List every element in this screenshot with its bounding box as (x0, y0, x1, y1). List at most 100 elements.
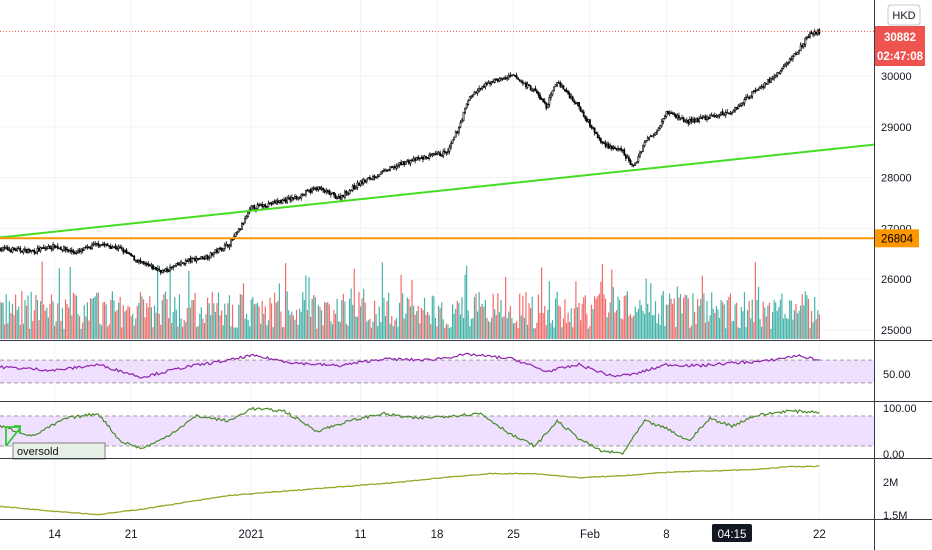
candle-body (83, 247, 86, 251)
candle-body (317, 186, 320, 191)
candle-body (749, 95, 752, 98)
candle-body (125, 249, 128, 254)
time-axis-label: 22 (813, 529, 826, 541)
candle-body (284, 199, 287, 203)
candle-body (422, 156, 424, 160)
last-price-value: 30882 (884, 32, 916, 44)
candle-body (809, 32, 811, 38)
candle-body (150, 264, 153, 267)
candle-body (283, 199, 285, 202)
candle-body (404, 161, 407, 165)
trend-line[interactable] (0, 143, 875, 239)
candle-body (801, 45, 804, 48)
candle-body (292, 197, 295, 200)
rsi-axis-tick: 50.00 (883, 369, 911, 381)
candle-body (468, 96, 471, 101)
candle-body (102, 243, 104, 246)
candle-body (793, 53, 796, 57)
candle-body (748, 97, 751, 99)
candle-body (743, 99, 746, 104)
candle-body (681, 117, 683, 120)
candle-body (259, 203, 262, 206)
candle-body (784, 63, 786, 67)
time-axis-label: 8 (663, 529, 669, 541)
candle-body (632, 164, 635, 167)
candle-body (108, 245, 111, 248)
candle-body (351, 185, 354, 191)
candle-body (203, 258, 206, 260)
candle-body (790, 58, 793, 60)
candle-body (170, 266, 173, 269)
candle-body (679, 118, 682, 120)
candle-body (727, 112, 730, 115)
candle-body (120, 247, 123, 250)
candle-body (103, 243, 106, 246)
candle-body (153, 266, 156, 269)
candle-body (692, 118, 694, 123)
candle-body (609, 145, 612, 149)
candle-body (707, 116, 710, 120)
time-axis-label: 04:15 (718, 529, 747, 541)
stoch-line (0, 406, 820, 456)
candle-body (84, 246, 87, 249)
candle-body (340, 195, 343, 200)
obv-axis-tick: 2M (883, 477, 898, 489)
candle-body (52, 244, 54, 250)
obv-axis: 2M 1.5M (883, 477, 907, 522)
currency-badge[interactable] (887, 4, 921, 26)
candle-body (668, 112, 671, 115)
candle-body (220, 247, 223, 251)
candle-body (741, 102, 744, 105)
candle-body (16, 248, 19, 251)
candle-body (347, 193, 349, 195)
candle-body (156, 268, 159, 271)
candle-body (353, 184, 356, 190)
candle-body (798, 49, 800, 53)
candle-body (155, 266, 157, 270)
candle-body (356, 182, 359, 188)
candle-body (582, 111, 585, 117)
candle-body (740, 102, 743, 106)
candle-body (234, 232, 237, 237)
candle-body (690, 118, 693, 122)
candle-body (331, 192, 334, 195)
candle-body (476, 90, 479, 94)
time-axis-label: 18 (431, 529, 444, 541)
candle-body (269, 202, 271, 205)
candle-body (718, 114, 721, 117)
candle-body (133, 256, 136, 261)
candle-body (436, 153, 438, 155)
candle-body (746, 96, 749, 99)
candle-body (765, 83, 768, 85)
candle-body (721, 111, 724, 116)
candle-body (495, 78, 498, 81)
candle-body (295, 196, 298, 199)
candle-body (556, 81, 559, 86)
candle-body (47, 246, 50, 249)
candle-body (813, 31, 816, 35)
candle-body (95, 242, 98, 245)
candle-body (606, 143, 609, 147)
candle-body (131, 255, 134, 257)
candle-body (634, 162, 637, 166)
candle-body (33, 250, 36, 254)
candle-body (526, 83, 529, 88)
candle-body (325, 190, 328, 193)
candle-body (528, 84, 530, 86)
candle-body (304, 190, 307, 195)
candle-body (649, 135, 652, 137)
time-axis[interactable]: 14 21 2021 11 18 25 Feb 8 04:15 22 (48, 524, 826, 542)
candle-body (585, 117, 588, 122)
candle-body (183, 263, 186, 265)
candle-body (216, 249, 218, 253)
candle-body (306, 189, 309, 192)
candle-body (69, 249, 72, 252)
candle-body (211, 252, 214, 256)
candle-body (166, 268, 168, 272)
candle-body (5, 246, 8, 249)
candle-body (684, 120, 687, 123)
candle-body (461, 119, 463, 123)
candle-body (205, 255, 207, 260)
